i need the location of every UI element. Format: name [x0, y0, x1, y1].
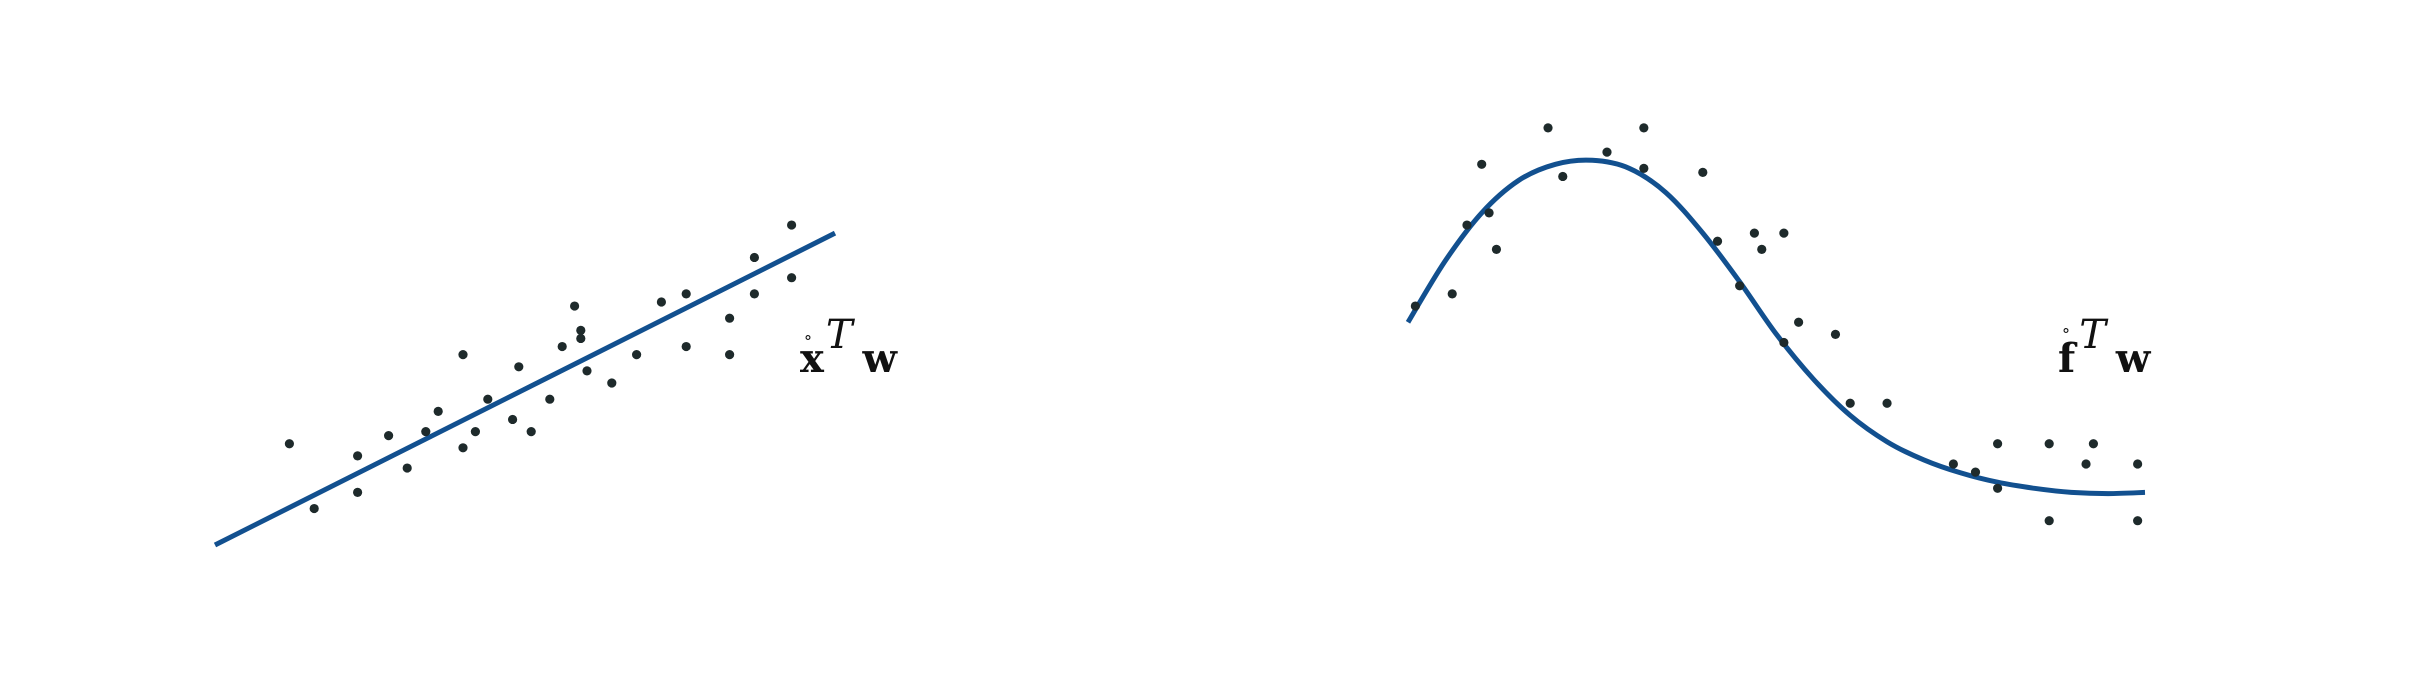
- data-point: [353, 487, 363, 497]
- data-point: [2133, 459, 2143, 469]
- data-point: [632, 350, 642, 360]
- data-point: [470, 427, 480, 437]
- data-point: [1749, 228, 1759, 238]
- data-point: [1757, 244, 1767, 254]
- data-point: [749, 289, 760, 299]
- data-point: [681, 341, 691, 352]
- data-point: [787, 273, 797, 283]
- data-point: [1410, 301, 1420, 311]
- data-point: [2088, 439, 2099, 449]
- linear-model-label: xT w: [800, 312, 899, 382]
- data-point: [576, 325, 586, 335]
- data-point: [787, 220, 797, 230]
- data-point: [725, 350, 735, 360]
- data-point: [2081, 459, 2091, 469]
- data-point: [1712, 236, 1723, 246]
- data-point: [1543, 123, 1553, 133]
- data-point: [458, 443, 468, 453]
- data-point: [1491, 244, 1502, 254]
- data-point: [514, 362, 524, 372]
- data-point: [384, 431, 394, 441]
- label-transpose-sup: T: [2079, 312, 2109, 358]
- data-point: [1948, 459, 1958, 469]
- label-weights-symbol: w: [862, 335, 899, 382]
- data-point: [557, 341, 567, 352]
- fit-line: [213, 230, 837, 548]
- data-point: [656, 297, 667, 307]
- data-point: [309, 503, 319, 514]
- data-point: [1447, 289, 1457, 299]
- data-point: [526, 427, 536, 437]
- data-point: [1558, 171, 1568, 182]
- data-point: [421, 427, 431, 437]
- data-point: [2044, 516, 2054, 526]
- data-point: [570, 301, 580, 311]
- fit-curve: [1405, 157, 2146, 497]
- data-point: [1639, 123, 1649, 133]
- data-point: [576, 333, 586, 344]
- data-point: [2044, 439, 2054, 449]
- data-point: [483, 394, 493, 404]
- label-transpose-sup: T: [826, 312, 856, 358]
- data-point: [1845, 398, 1855, 408]
- data-point: [1484, 208, 1494, 218]
- data-point: [1698, 167, 1708, 177]
- data-point: [1993, 483, 2003, 493]
- data-point: [1882, 398, 1892, 408]
- linear-fit-panel: xT w °: [213, 220, 899, 548]
- label-accent-ring: °: [2062, 325, 2070, 344]
- data-point: [681, 289, 691, 299]
- label-base-symbol: f: [2058, 335, 2078, 382]
- data-point: [1970, 467, 1981, 477]
- data-point: [1639, 163, 1649, 173]
- data-point: [1735, 281, 1745, 291]
- data-point: [507, 414, 518, 425]
- data-point: [725, 313, 735, 323]
- data-point: [1993, 439, 2003, 449]
- data-point: [545, 394, 555, 404]
- data-point: [1462, 220, 1472, 230]
- data-point: [2133, 516, 2143, 526]
- data-point: [1794, 317, 1804, 327]
- data-point: [1477, 159, 1487, 169]
- label-base-symbol: x: [800, 335, 825, 382]
- data-point: [1830, 329, 1841, 339]
- data-point: [1602, 147, 1612, 157]
- data-point: [433, 406, 443, 416]
- data-point: [284, 439, 294, 449]
- data-point: [1779, 337, 1789, 348]
- data-point: [749, 252, 760, 263]
- data-point: [582, 366, 592, 376]
- label-accent-ring: °: [804, 332, 812, 351]
- data-point: [1779, 228, 1789, 238]
- data-point: [458, 350, 468, 360]
- data-point: [353, 451, 363, 461]
- data-point: [607, 378, 617, 388]
- data-point: [402, 463, 412, 473]
- label-weights-symbol: w: [2115, 335, 2152, 382]
